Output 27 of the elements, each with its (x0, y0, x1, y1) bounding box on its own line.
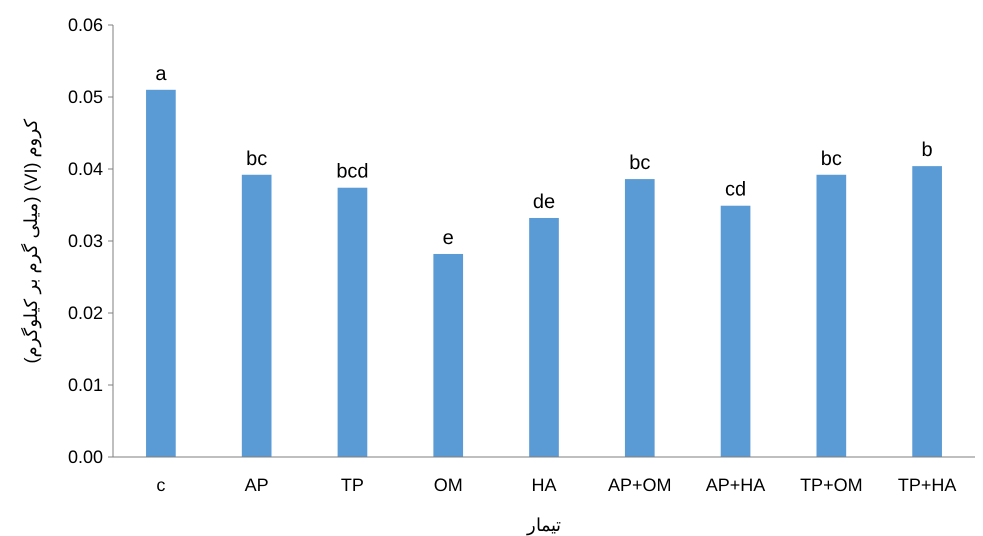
y-tick-label: 0.00 (68, 447, 103, 467)
x-tick-label: c (156, 475, 166, 495)
x-tick-label: TP (340, 475, 364, 495)
x-tick-label: HA (531, 475, 557, 495)
x-tick-label: AP+OM (608, 475, 672, 495)
data-label: bc (629, 152, 650, 174)
data-label: a (155, 62, 168, 85)
y-tick-label: 0.01 (68, 375, 103, 395)
x-axis-title: تیمار (526, 515, 561, 536)
x-tick-label: OM (434, 475, 463, 495)
data-label: b (922, 139, 933, 162)
x-tick-label: AP+HA (706, 475, 766, 495)
x-tick-label: TP+OM (800, 475, 863, 495)
y-tick-label: 0.05 (68, 87, 103, 107)
y-tick-label: 0.04 (68, 159, 103, 179)
x-tick-label: TP+HA (898, 475, 956, 495)
data-label: de (532, 190, 556, 213)
data-label: cd (724, 178, 746, 201)
y-tick-label: 0.03 (68, 231, 103, 251)
data-label: bcd (336, 160, 369, 183)
y-axis-title: کروم (VI) (میلی گرم بر کیلوگرم) (20, 118, 42, 364)
data-label: bc (246, 148, 268, 170)
y-tick-label: 0.06 (68, 15, 103, 35)
x-tick-label: AP (244, 475, 269, 495)
data-label: bc (820, 148, 842, 170)
y-tick-label: 0.02 (68, 303, 103, 323)
data-label: e (442, 226, 454, 249)
